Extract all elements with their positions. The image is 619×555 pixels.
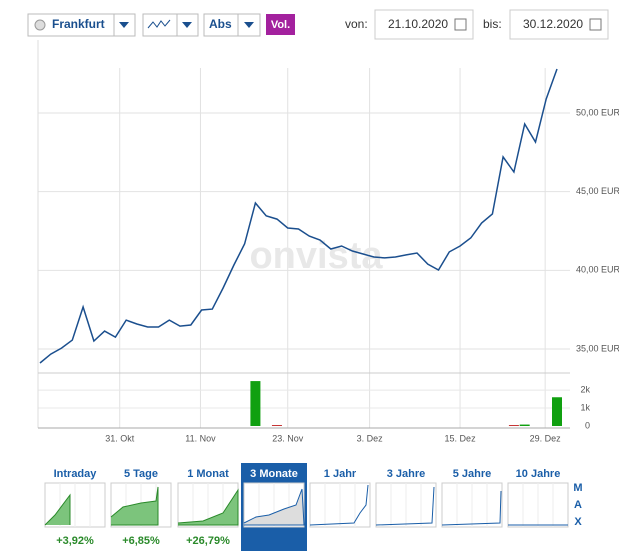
arrow (119, 22, 129, 28)
max-tab[interactable]: MAX (573, 482, 582, 528)
date-text: 21.10.2020 (388, 17, 448, 31)
exchange-label: Frankfurt (52, 17, 105, 31)
volume-bar (271, 425, 282, 426)
date-box (374, 9, 474, 40)
volume-tick-label: 2k (580, 384, 590, 394)
x-tick-label: 11. Nov (185, 433, 216, 443)
date-text: 30.12.2020 (523, 17, 583, 31)
change-label: +3,92% (56, 535, 94, 547)
max-letter: X (574, 516, 582, 528)
volume-tick-label: 1k (580, 402, 590, 412)
period-tab[interactable]: 1 Monat +26,79% (177, 468, 239, 547)
volume-bar (250, 381, 261, 426)
mode-select[interactable]: Abs (203, 13, 261, 37)
tab-label: 5 Tage (124, 468, 158, 480)
tab-label: 1 Monat (187, 468, 229, 480)
tab-label: 10 Jahre (516, 468, 561, 480)
calendar-icon (454, 18, 467, 31)
tab-label: Intraday (54, 468, 98, 480)
y-tick-label: 45,00 EUR (576, 186, 619, 196)
y-tick-label: 40,00 EUR (576, 265, 619, 275)
volume-button[interactable]: Vol. (266, 14, 295, 35)
mode-label: Abs (209, 17, 232, 31)
max-letter: A (574, 499, 582, 511)
change-label: +26,79% (186, 535, 230, 547)
period-tab[interactable]: Intraday +3,92% (44, 468, 106, 547)
period-tab[interactable]: 5 Jahre (441, 468, 503, 528)
x-tick-label: 15. Dez (445, 433, 477, 443)
x-tick-label: 3. Dez (357, 433, 384, 443)
change-label: +6,85% (122, 535, 160, 547)
sparkline (441, 490, 502, 526)
tab-label: 5 Jahre (453, 468, 492, 480)
to-date[interactable]: 30.12.2020 (509, 9, 609, 40)
x-tick-label: 23. Nov (272, 433, 304, 443)
y-tick-label: 50,00 EUR (576, 107, 619, 117)
period-tab[interactable]: 5 Tage +6,85% (110, 468, 172, 547)
select-box (27, 13, 136, 37)
icon (147, 19, 171, 29)
tab-label: 3 Jahre (387, 468, 426, 480)
sparkline (110, 486, 159, 526)
period-tab[interactable]: 10 Jahre (507, 468, 569, 528)
to-label: bis: (483, 17, 502, 31)
button-bg (266, 14, 295, 35)
y-tick-label: 35,00 EUR (576, 343, 619, 353)
period-tab[interactable]: 3 Monate (241, 463, 307, 551)
sparkline (375, 486, 435, 526)
arrow (182, 22, 192, 28)
volume-bar (519, 424, 530, 426)
linetype-select[interactable] (142, 13, 199, 37)
sparkline (44, 493, 71, 526)
select-box (203, 13, 261, 37)
date-box (509, 9, 609, 40)
max-letter: M (573, 482, 582, 494)
icon (34, 19, 46, 31)
price-line (39, 68, 558, 364)
sparkline (243, 488, 305, 526)
tab-label: 1 Jahr (324, 468, 357, 480)
from-date[interactable]: 21.10.2020 (374, 9, 474, 40)
x-tick-label: 31. Okt (105, 433, 135, 443)
sparkline (177, 488, 239, 526)
exchange-select[interactable]: Frankfurt (27, 13, 136, 37)
volume-bar (508, 425, 519, 426)
volume-bar (552, 397, 562, 426)
volume-tick-label: 0 (585, 420, 590, 430)
sparkline (309, 484, 369, 526)
arrow (244, 22, 254, 28)
button-label: Vol. (271, 19, 290, 31)
calendar-icon (589, 18, 602, 31)
x-tick-label: 29. Dez (530, 433, 562, 443)
select-box (142, 13, 199, 37)
watermark: onvista (249, 235, 383, 277)
from-label: von: (345, 17, 368, 31)
period-tab[interactable]: 1 Jahr (309, 468, 371, 528)
period-tab[interactable]: 3 Jahre (375, 468, 437, 528)
tab-label: 3 Monate (250, 468, 298, 480)
